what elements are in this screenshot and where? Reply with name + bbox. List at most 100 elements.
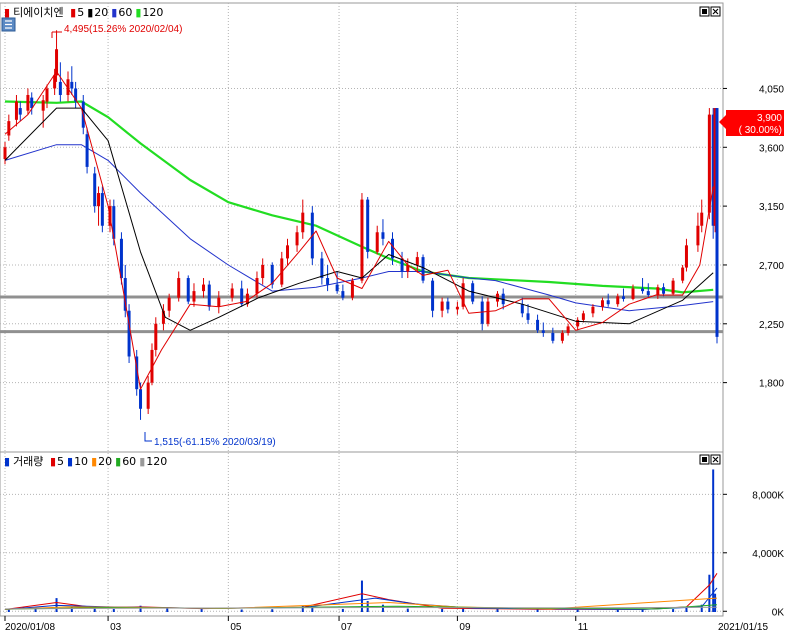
candle-body: [217, 297, 221, 307]
candle-body: [455, 306, 459, 310]
candle-body: [486, 301, 490, 324]
candle-body: [431, 280, 435, 311]
x-tick-label: 05: [230, 622, 242, 633]
volume-ma-lines: [4, 573, 718, 610]
x-tick-label: 03: [110, 622, 122, 633]
candle-body: [261, 264, 265, 279]
candle-body: [74, 88, 78, 102]
volume-bar: [381, 604, 384, 612]
price-tag-change: ( 30.00%): [739, 125, 782, 136]
x-axis-ticks: 03 05 07 09 11: [4, 616, 589, 633]
ma5-line: [4, 71, 714, 390]
candle-body: [85, 134, 89, 167]
volume-bar: [311, 606, 314, 612]
price-legend-item-marker-icon: ▮: [111, 6, 118, 19]
price-tick-label: 3,600: [759, 143, 784, 154]
candle-body: [631, 288, 635, 299]
candle-body: [112, 206, 116, 239]
volume-legend-item-label: 120: [146, 455, 168, 468]
candle-body: [135, 356, 139, 390]
candle-body: [320, 258, 324, 279]
candle-body: [18, 108, 22, 115]
candle-body: [390, 238, 394, 259]
volume-bar: [536, 609, 539, 612]
volume-legend-item-marker-icon: ▮: [49, 455, 56, 468]
candle-body: [406, 264, 410, 272]
volume-bar: [112, 609, 115, 612]
price-tag: [726, 110, 784, 136]
candle-body: [616, 296, 620, 305]
volume-tick-label: 4,000K: [752, 549, 784, 560]
candle-body: [123, 278, 127, 311]
settings-icon[interactable]: [1, 17, 16, 32]
legend-marker-icon: ▮: [4, 455, 11, 468]
price-legend-item-marker-icon: ▮: [70, 6, 77, 19]
candle-body: [119, 238, 123, 279]
candle-body: [696, 225, 700, 246]
volume-bar: [616, 609, 619, 612]
x-last-label: 2021/01/15: [718, 622, 768, 633]
candle-body: [461, 283, 465, 307]
candle-body: [600, 300, 604, 307]
candle-body: [641, 288, 645, 292]
candle-body: [186, 278, 190, 302]
price-panel-close-button[interactable]: [710, 6, 721, 17]
candle-body: [681, 267, 685, 281]
volume-bar: [301, 605, 304, 612]
volume-legend-item-label: 60: [122, 455, 137, 468]
volume-bar: [641, 609, 644, 612]
candle-body: [139, 389, 143, 409]
candle-body: [26, 94, 30, 111]
ma20-series: [4, 107, 714, 331]
volume-bar: [360, 580, 363, 612]
candle-body: [255, 278, 259, 294]
candle-body: [400, 258, 404, 272]
x-first-label: 2020/01/08: [5, 622, 55, 633]
low-marker-line: [144, 432, 152, 442]
ma120-line: [4, 100, 714, 294]
volume-panel-frame: [0, 451, 724, 617]
ma20-line: [4, 107, 714, 331]
volume-bar: [93, 608, 96, 612]
candle-body: [711, 114, 715, 226]
volume-legend-item-marker-icon: ▮: [91, 455, 98, 468]
candle-body: [55, 49, 59, 76]
candle-body: [646, 291, 650, 296]
x-tick-label: 07: [341, 622, 353, 633]
candle-body: [53, 75, 57, 89]
price-legend-item-label: 120: [142, 6, 164, 19]
volume-bars: [7, 469, 717, 612]
volume-bar: [341, 608, 344, 612]
candle-body: [207, 284, 211, 307]
candle-body: [446, 301, 450, 310]
price-tag-value: 3,900: [757, 113, 782, 124]
volume-legend-item-marker-icon: ▮: [139, 455, 146, 468]
candle-body: [70, 81, 74, 89]
volume-bar: [70, 606, 73, 612]
volume-bar: [441, 608, 444, 612]
candle-body: [684, 245, 688, 268]
price-legend-item-marker-icon: ▮: [135, 6, 142, 19]
candle-body: [366, 199, 370, 252]
volume-bar: [685, 607, 688, 612]
volume-bar: [708, 574, 711, 612]
candle-body: [591, 306, 595, 314]
candle-body: [560, 332, 564, 341]
candle-body: [581, 313, 585, 320]
ma5-series: [4, 71, 714, 390]
candle-body: [7, 121, 11, 136]
candle-body: [202, 284, 206, 292]
volume-bar: [576, 609, 579, 612]
candle-body: [58, 81, 62, 95]
volume-legend-item-label: 10: [74, 455, 89, 468]
volume-bar: [200, 609, 203, 612]
volume-panel-minimize-button[interactable]: [699, 454, 710, 465]
price-panel-minimize-button[interactable]: [699, 6, 710, 17]
volume-bar: [700, 604, 703, 612]
candle-body: [606, 300, 610, 305]
candle-body: [301, 212, 305, 233]
price-tag-arrow: [719, 115, 726, 129]
candle-body: [14, 101, 18, 120]
volume-panel-close-button[interactable]: [710, 454, 721, 465]
